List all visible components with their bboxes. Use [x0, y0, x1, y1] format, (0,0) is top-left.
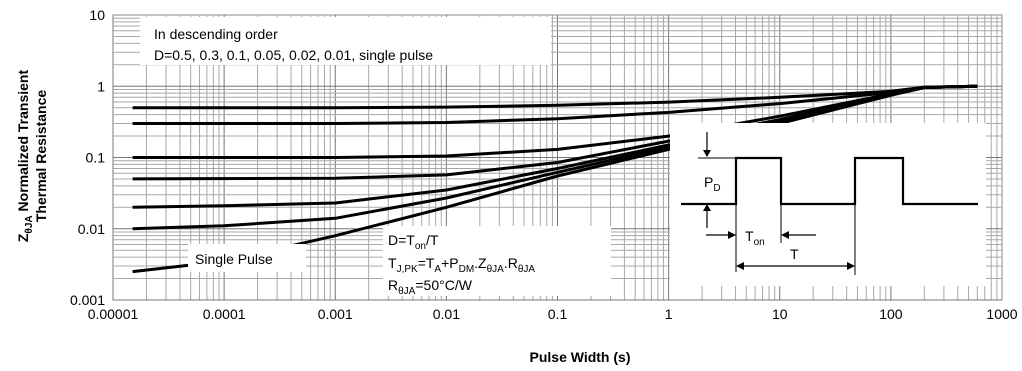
x-tick-label: 0.0001	[203, 306, 246, 322]
y-axis-title-sub: θJA	[24, 215, 35, 233]
ton-arrowhead-right	[781, 231, 789, 239]
ton-arrowhead-left	[728, 231, 736, 239]
x-tick-label: 0.01	[433, 306, 460, 322]
legend-line2: D=0.5, 0.3, 0.1, 0.05, 0.02, 0.01, singl…	[154, 47, 433, 63]
waveform-inset: PD Ton T	[670, 123, 986, 286]
svg-text:ZθJA Normalized Transient: ZθJA Normalized Transient	[15, 70, 35, 243]
x-axis-title: Pulse Width (s)	[530, 349, 631, 365]
pd-arrowhead-top	[703, 150, 711, 157]
x-tick-label: 10	[772, 306, 788, 322]
y-tick-label: 10	[89, 7, 105, 23]
y-tick-label: 1	[97, 78, 105, 94]
pd-arrowhead-bottom	[703, 204, 711, 211]
y-tick-label: 0.01	[78, 221, 105, 237]
series-group	[132, 84, 978, 274]
x-tick-label: 1	[665, 306, 673, 322]
equation-box: D=Ton/T TJ,PK=TA+PDM.ZθJA.RθJA RθJA=50°C…	[383, 226, 611, 297]
pd-label: PD	[704, 174, 721, 194]
y-tick-label: 0.1	[86, 150, 106, 166]
eq-tjpk: TJ,PK=TA+PDM.ZθJA.RθJA	[388, 255, 535, 275]
t-label: T	[790, 246, 799, 262]
single-pulse-label-box: Single Pulse	[188, 244, 306, 272]
ton-label: Ton	[745, 228, 765, 248]
t-arrowhead-right	[847, 262, 855, 270]
tick-labels: 0.00001 0.0001 0.001 0.01 0.1 1 10 100 1000 0.001…	[70, 7, 1018, 322]
y-axis-title: ZθJA Normalized Transient Thermal Resist…	[15, 70, 49, 243]
pulse-train-line	[681, 156, 978, 206]
legend-box: In descending order D=0.5, 0.3, 0.1, 0.0…	[140, 17, 551, 65]
x-tick-label: 0.001	[318, 306, 353, 322]
legend-line1: In descending order	[154, 26, 278, 42]
t-arrowhead-left	[736, 262, 744, 270]
y-tick-label: 0.001	[70, 292, 105, 308]
y-axis-title-rest: Normalized Transient	[15, 70, 31, 216]
x-tick-label: 1000	[986, 306, 1017, 322]
y-axis-title-z: Z	[15, 233, 31, 242]
x-tick-label: 100	[879, 306, 903, 322]
single-pulse-label: Single Pulse	[195, 251, 273, 267]
x-tick-label: 0.1	[548, 306, 568, 322]
x-tick-label: 0.00001	[88, 306, 139, 322]
y-axis-title-line2: Thermal Resistance	[33, 90, 49, 222]
eq-rtheta: RθJA=50°C/W	[388, 277, 473, 297]
eq-duty: D=Ton/T	[388, 232, 439, 252]
